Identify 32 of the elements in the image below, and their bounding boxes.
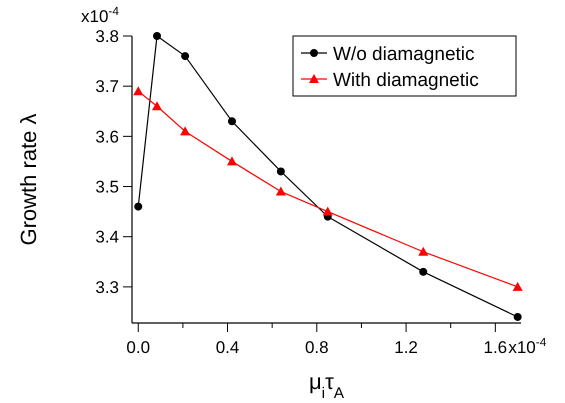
point — [419, 268, 428, 276]
point — [152, 32, 161, 40]
point — [133, 86, 144, 96]
point — [134, 202, 142, 211]
legend-label: W/o diamagnetic — [333, 44, 475, 65]
point — [226, 156, 237, 166]
x-tick-label: 0.8 — [304, 338, 329, 357]
text: x10$^{-4}$ — [508, 335, 547, 357]
y-tick-label: 3.8 — [95, 27, 119, 46]
x-tick-label: 0.4 — [216, 338, 240, 357]
point — [322, 206, 333, 216]
point — [276, 167, 285, 176]
point — [180, 126, 190, 136]
y-tick-label: 3.7 — [95, 77, 119, 96]
x-tick-label: 1.2 — [394, 338, 418, 357]
y-axis-title: Growth rate λ — [16, 113, 41, 246]
point — [514, 312, 522, 321]
point — [181, 52, 190, 60]
y-tick-label: 3.5 — [95, 178, 119, 197]
x-tick-label: 0.0 — [126, 338, 150, 357]
point — [512, 282, 523, 291]
y-tick-label: 3.3 — [95, 278, 119, 297]
point — [276, 186, 286, 196]
x-tick-label: 1.6 — [484, 338, 508, 357]
legend-label: With diamagnetic — [333, 70, 479, 91]
x-axis-title: μ$_{i}$τ$_{A}$ — [308, 369, 345, 402]
text: x10$^{-4}$ — [81, 4, 120, 26]
point — [152, 101, 162, 110]
y-tick-label: 3.6 — [95, 127, 119, 146]
y-tick-label: 3.4 — [95, 228, 119, 247]
point — [418, 246, 428, 256]
point — [228, 117, 236, 126]
